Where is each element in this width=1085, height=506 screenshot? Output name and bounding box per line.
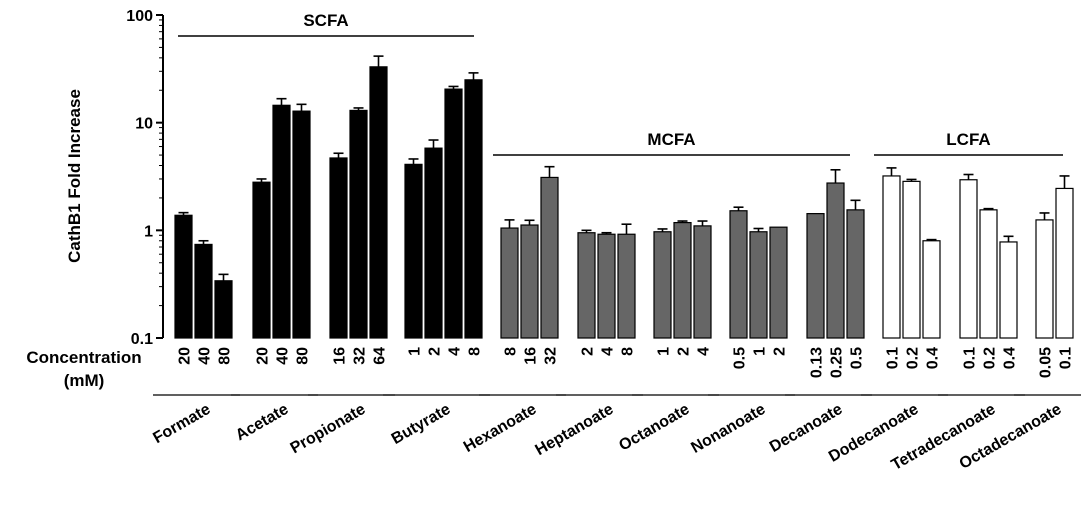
concentration-value: 40 <box>197 347 214 365</box>
class-label-lcfa: LCFA <box>946 130 990 149</box>
bar <box>979 209 998 339</box>
bar <box>729 210 748 339</box>
bar <box>520 224 539 339</box>
group-label: Nonanoate <box>688 401 768 457</box>
group-label: Octanoate <box>616 401 692 455</box>
concentration-value: 0.4 <box>925 347 942 369</box>
group-label: Propionate <box>288 401 369 458</box>
concentration-value: 0.1 <box>962 347 979 369</box>
concentration-value: 32 <box>352 347 369 365</box>
bar <box>424 147 443 339</box>
group-label: Formate <box>150 401 213 447</box>
group-label: Hexanoate <box>461 401 540 456</box>
bar <box>959 179 978 339</box>
bar <box>769 226 788 339</box>
group-label: Heptanoate <box>533 401 617 459</box>
concentration-label-line2: (mM) <box>64 371 105 390</box>
bar <box>369 66 388 339</box>
bar <box>1035 219 1054 339</box>
concentration-value: 0.2 <box>905 347 922 369</box>
y-tick-label: 1 <box>144 223 153 240</box>
concentration-value: 2 <box>580 347 597 356</box>
bar <box>617 233 636 339</box>
y-tick-label: 0.1 <box>131 331 153 348</box>
concentration-value: 16 <box>332 347 349 365</box>
group-label: Acetate <box>233 401 292 445</box>
concentration-value: 4 <box>600 347 617 356</box>
bar <box>693 225 712 339</box>
concentration-value: 4 <box>696 347 713 356</box>
bar <box>444 88 463 339</box>
concentration-value: 64 <box>372 347 389 365</box>
concentration-value: 1 <box>656 347 673 356</box>
bar <box>252 181 271 339</box>
concentration-value: 20 <box>255 347 272 365</box>
bar <box>597 233 616 339</box>
class-label-scfa: SCFA <box>303 11 348 30</box>
bar <box>329 157 348 339</box>
concentration-value: 0.1 <box>1058 347 1075 369</box>
concentration-value: 80 <box>295 347 312 365</box>
bar <box>292 110 311 339</box>
bar <box>194 243 213 339</box>
concentration-value: 32 <box>543 347 560 365</box>
concentration-value: 0.1 <box>885 347 902 369</box>
concentration-value: 0.5 <box>849 347 866 369</box>
bar <box>272 104 291 339</box>
concentration-value: 2 <box>772 347 789 356</box>
concentration-value: 8 <box>467 347 484 356</box>
group-butyrate: 1 2 4 8 Butyrate <box>383 72 490 448</box>
concentration-label-line1: Concentration <box>26 348 141 367</box>
group-acetate: 20 40 80 Acetate <box>231 97 318 445</box>
bar <box>749 231 768 339</box>
y-tick-label: 100 <box>126 8 153 25</box>
group-label: Butyrate <box>389 401 454 448</box>
bar <box>826 182 845 339</box>
concentration-value: 40 <box>275 347 292 365</box>
y-tick-label: 10 <box>135 116 153 133</box>
concentration-value: 1 <box>752 347 769 356</box>
concentration-value: 4 <box>447 347 464 356</box>
bar <box>577 232 596 339</box>
concentration-value: 1 <box>407 347 424 356</box>
concentration-value: 20 <box>177 347 194 365</box>
bar <box>214 280 233 339</box>
concentration-value: 0.4 <box>1002 347 1019 369</box>
bar <box>174 214 193 339</box>
concentration-value: 16 <box>523 347 540 365</box>
bar <box>1055 187 1074 339</box>
concentration-value: 0.2 <box>982 347 999 369</box>
concentration-value: 2 <box>676 347 693 356</box>
bar <box>882 175 901 339</box>
bar <box>806 213 825 339</box>
y-axis-label: CathB1 Fold Increase <box>65 89 84 263</box>
bar <box>653 231 672 339</box>
bar <box>404 163 423 339</box>
concentration-value: 0.13 <box>809 347 826 378</box>
concentration-value: 0.25 <box>829 347 846 378</box>
concentration-value: 0.05 <box>1038 347 1055 378</box>
bar <box>464 79 483 339</box>
concentration-value: 8 <box>620 347 637 356</box>
concentration-value: 8 <box>503 347 520 356</box>
bar <box>673 221 692 339</box>
concentration-value: 0.5 <box>732 347 749 369</box>
bar <box>540 176 559 339</box>
concentration-value: 2 <box>427 347 444 356</box>
concentration-value: 80 <box>217 347 234 365</box>
bar <box>902 180 921 339</box>
bar <box>846 209 865 339</box>
bar <box>349 109 368 339</box>
class-label-mcfa: MCFA <box>647 130 695 149</box>
bar <box>922 240 941 339</box>
bar <box>500 227 519 339</box>
bar <box>999 241 1018 339</box>
